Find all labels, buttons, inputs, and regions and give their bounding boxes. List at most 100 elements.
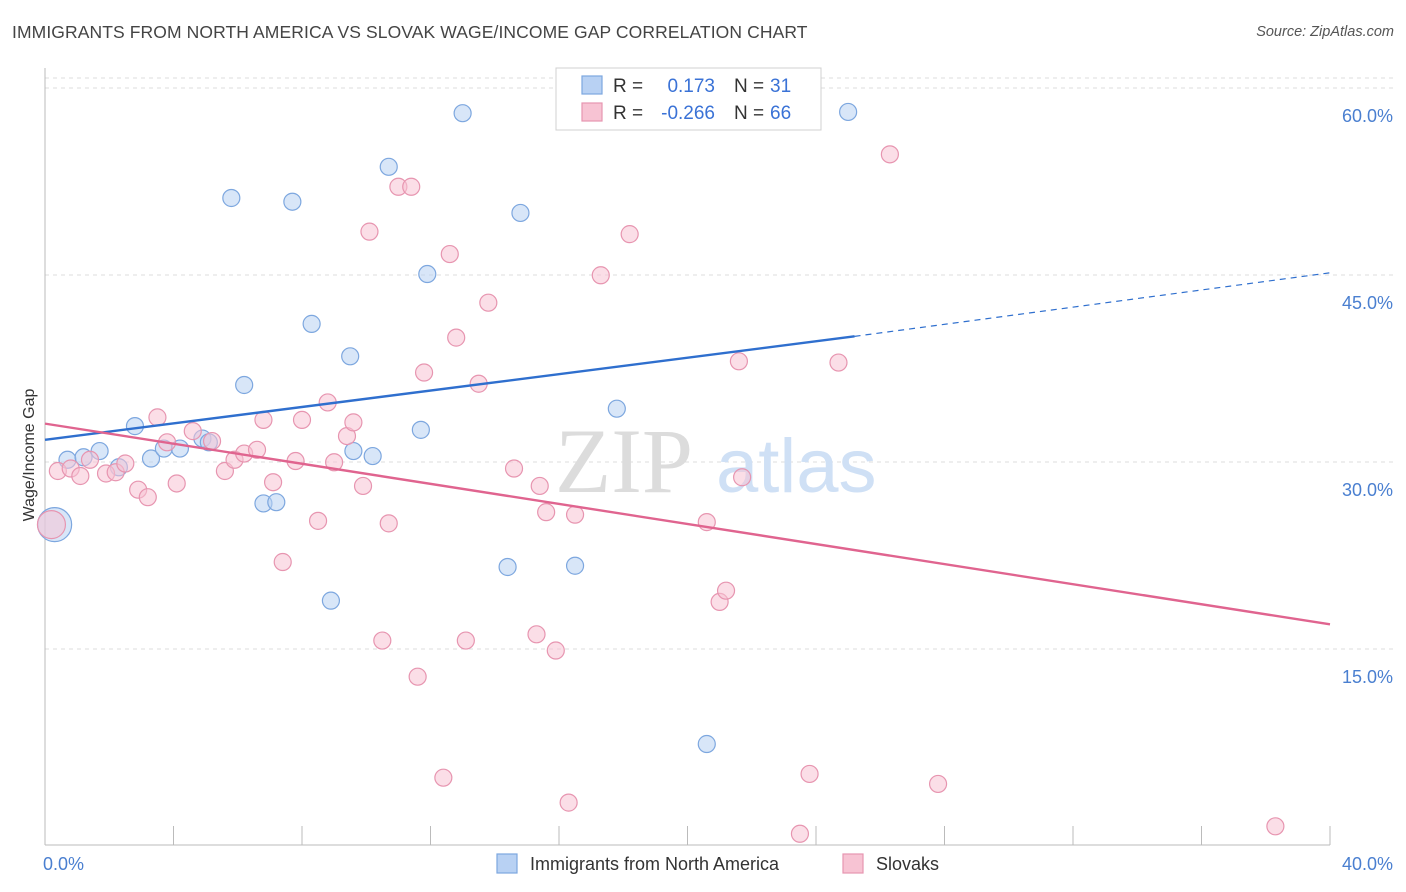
- pink-point: [408, 667, 427, 686]
- blue-point: [341, 347, 360, 366]
- blue-point: [453, 104, 472, 123]
- pink-point: [148, 408, 167, 427]
- pink-point: [440, 244, 459, 264]
- blue-point: [141, 449, 161, 468]
- pink-point: [928, 774, 948, 794]
- x-tick-label: 40.0%: [1342, 854, 1393, 874]
- pink-point: [273, 552, 292, 572]
- pink-point: [167, 474, 186, 493]
- blue-point: [267, 493, 286, 512]
- pink-trend-line: [44, 422, 1331, 626]
- source-note: Source: ZipAtlas.com: [1256, 24, 1394, 40]
- pink-point: [308, 511, 328, 530]
- blue-point: [498, 557, 517, 577]
- blue-trend-extension: [854, 272, 1331, 337]
- pink-point: [559, 793, 578, 812]
- pink-point: [591, 266, 610, 285]
- blue-point: [222, 188, 241, 208]
- pink-point: [456, 631, 475, 650]
- blue-point: [125, 417, 145, 436]
- legend-n-label: N =: [734, 76, 764, 97]
- pink-point: [620, 225, 639, 244]
- x-tick-label: 0.0%: [43, 854, 84, 874]
- blue-point: [379, 157, 398, 176]
- pink-point: [733, 468, 752, 487]
- pink-point: [183, 422, 202, 441]
- pink-point: [116, 454, 135, 473]
- series-legend: Immigrants from North America Slovaks: [496, 853, 939, 874]
- pink-point: [546, 641, 565, 660]
- legend-n-label: N =: [734, 103, 764, 124]
- pink-point: [800, 764, 819, 784]
- y-axis-title: Wage/Income Gap: [21, 389, 38, 522]
- watermark-zip: ZIP: [555, 410, 693, 512]
- pink-point: [202, 431, 222, 451]
- watermark-atlas: atlas: [716, 424, 877, 509]
- blue-point: [607, 399, 626, 418]
- pink-point: [729, 352, 749, 371]
- legend-r-value: -0.266: [661, 103, 715, 124]
- series-legend-label: Slovaks: [876, 854, 939, 874]
- series-legend-swatch: [842, 853, 864, 874]
- blue-point: [302, 314, 321, 333]
- pink-point: [414, 363, 434, 382]
- pink-point: [325, 453, 344, 472]
- pink-point: [716, 581, 736, 600]
- legend-r-label: R =: [613, 76, 643, 97]
- blue-trend-line: [44, 335, 855, 442]
- legend-r-value: 0.173: [667, 76, 715, 97]
- y-tick-label: 30.0%: [1342, 480, 1393, 500]
- pink-point: [379, 514, 398, 533]
- pink-point: [353, 476, 373, 496]
- blue-point: [411, 420, 430, 439]
- pink-point: [880, 145, 899, 164]
- pink-point: [447, 328, 466, 347]
- pink-point: [565, 505, 585, 524]
- blue-point: [418, 264, 437, 284]
- pink-point: [254, 410, 273, 429]
- blue-point: [321, 591, 341, 610]
- pink-point: [504, 459, 524, 478]
- legend-swatch: [581, 102, 603, 122]
- blue-point: [511, 203, 530, 223]
- series-legend-swatch: [496, 853, 518, 874]
- blue-point: [697, 734, 716, 754]
- pink-point: [530, 476, 549, 496]
- pink-point: [434, 768, 453, 787]
- pink-point: [373, 631, 392, 650]
- pink-point: [344, 413, 363, 432]
- y-tick-label: 45.0%: [1342, 293, 1393, 313]
- pink-point: [829, 353, 848, 372]
- trend-layer: [44, 272, 1331, 626]
- pink-point: [360, 222, 379, 241]
- pink-point: [402, 177, 421, 196]
- pink-point: [71, 466, 90, 486]
- legend-swatch: [581, 75, 603, 95]
- blue-point: [283, 192, 302, 211]
- blue-point: [235, 375, 254, 395]
- pink-point: [247, 440, 267, 459]
- blue-point: [363, 446, 382, 466]
- pink-point: [790, 824, 810, 843]
- series-legend-label: Immigrants from North America: [530, 854, 780, 874]
- blue-point: [344, 441, 363, 461]
- pink-point: [36, 510, 67, 540]
- stats-legend: R = 0.173 N = 31 R = -0.266 N = 66: [555, 67, 822, 131]
- legend-n-value: 31: [770, 76, 791, 97]
- legend-r-label: R =: [613, 103, 643, 124]
- pink-point: [1266, 817, 1285, 836]
- pink-point: [80, 450, 100, 469]
- blue-point: [839, 102, 858, 122]
- pink-point: [479, 293, 498, 312]
- y-tick-label: 15.0%: [1342, 667, 1393, 687]
- pink-point: [527, 625, 546, 644]
- page-title: IMMIGRANTS FROM NORTH AMERICA VS SLOVAK …: [12, 22, 808, 42]
- axes-layer: 0.0% 40.0%: [43, 68, 1393, 874]
- y-tick-label: 60.0%: [1342, 106, 1393, 126]
- legend-n-value: 66: [770, 103, 791, 124]
- blue-point: [565, 556, 585, 575]
- pink-point: [263, 473, 283, 492]
- pink-point: [138, 488, 157, 507]
- pink-point: [292, 410, 312, 429]
